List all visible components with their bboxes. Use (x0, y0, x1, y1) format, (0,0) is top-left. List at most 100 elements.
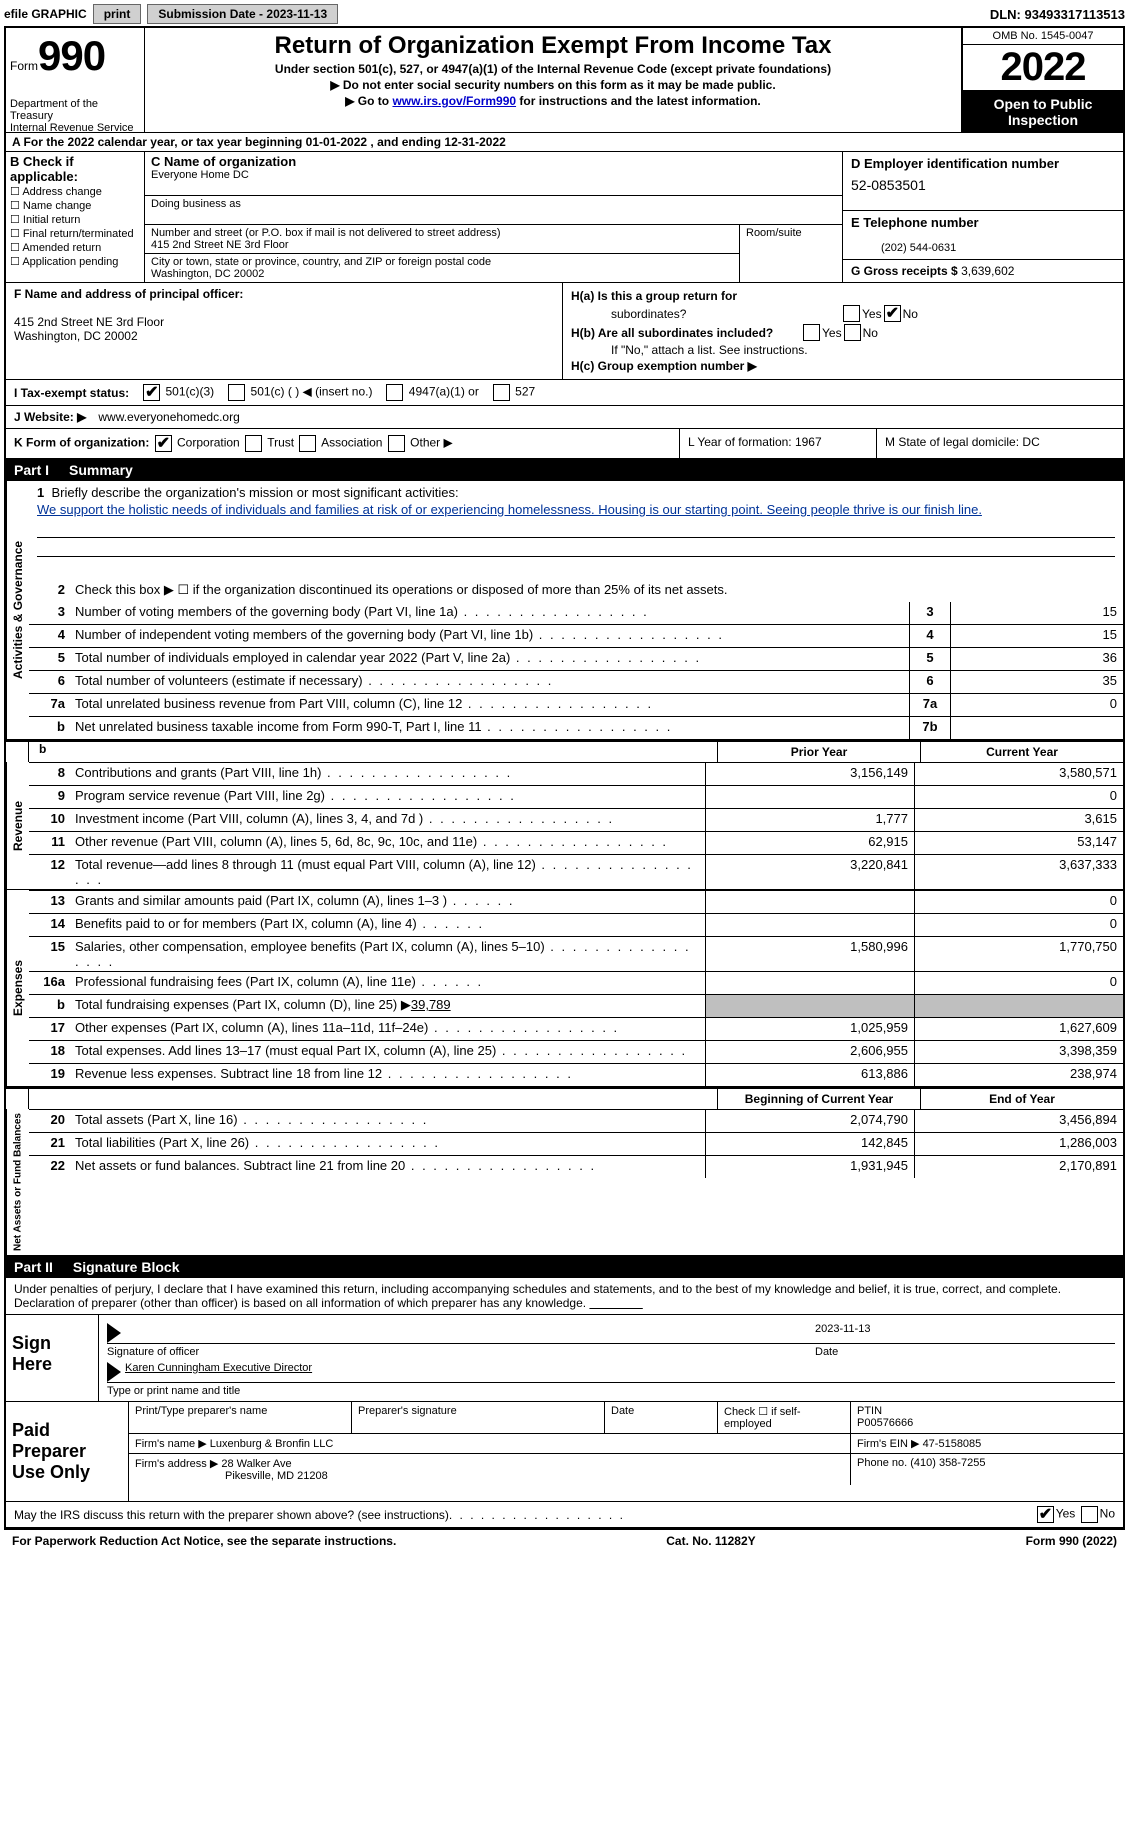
row-k-formorg: K Form of organization: Corporation Trus… (6, 429, 1123, 459)
col-b-checkboxes: B Check if applicable: ☐ Address change … (6, 152, 145, 282)
dln-label: DLN: 93493317113513 (990, 7, 1125, 22)
chk-amended[interactable]: ☐ Amended return (10, 241, 140, 254)
summary-line: 22Net assets or fund balances. Subtract … (29, 1155, 1123, 1178)
summary-line: 15Salaries, other compensation, employee… (29, 936, 1123, 971)
form-container: Form990 Department of the Treasury Inter… (4, 26, 1125, 1530)
chk-app-pending[interactable]: ☐ Application pending (10, 255, 140, 268)
chk-4947[interactable] (386, 384, 403, 401)
header-mid: Return of Organization Exempt From Incom… (145, 28, 961, 132)
summary-line: 9Program service revenue (Part VIII, lin… (29, 785, 1123, 808)
row-i-tax-status: I Tax-exempt status: 501(c)(3) 501(c) ( … (6, 380, 1123, 406)
col-f-officer: F Name and address of principal officer:… (6, 283, 563, 379)
irs-label: Internal Revenue Service (10, 122, 140, 134)
col-c-orginfo: C Name of organization Everyone Home DC … (145, 152, 843, 282)
col-d-right: D Employer identification number 52-0853… (843, 152, 1123, 282)
summary-line: 5Total number of individuals employed in… (29, 647, 1123, 670)
form-subtitle-3: ▶ Go to www.irs.gov/Form990 for instruct… (151, 94, 955, 108)
summary-line: 18Total expenses. Add lines 13–17 (must … (29, 1040, 1123, 1063)
tel-cell: E Telephone number (202) 544-0631 (843, 211, 1123, 260)
mission-block: 1 Briefly describe the organization's mi… (29, 481, 1123, 579)
city-cell: City or town, state or province, country… (145, 253, 740, 282)
section-f-h: F Name and address of principal officer:… (6, 283, 1123, 380)
vstrip-net: Net Assets or Fund Balances (6, 1109, 29, 1255)
vstrip-revenue: Revenue (6, 762, 29, 889)
open-inspection: Open to PublicInspection (963, 92, 1123, 132)
ha-no[interactable] (884, 305, 901, 322)
sign-arrow-icon (107, 1323, 121, 1343)
chk-name-change[interactable]: ☐ Name change (10, 199, 140, 212)
chk-assoc[interactable] (299, 435, 316, 452)
chk-corp[interactable] (155, 435, 172, 452)
part2-header: Part II Signature Block (6, 1256, 1123, 1278)
chk-final-return[interactable]: ☐ Final return/terminated (10, 227, 140, 240)
form-subtitle-1: Under section 501(c), 527, or 4947(a)(1)… (151, 62, 955, 76)
part1-governance: Activities & Governance 1 Briefly descri… (6, 481, 1123, 740)
summary-line: 8Contributions and grants (Part VIII, li… (29, 762, 1123, 785)
summary-line: 14Benefits paid to or for members (Part … (29, 913, 1123, 936)
col-h-group: H(a) Is this a group return for subordin… (563, 283, 1123, 379)
hb-yes[interactable] (803, 324, 820, 341)
summary-line: 11Other revenue (Part VIII, column (A), … (29, 831, 1123, 854)
summary-line: 6Total number of volunteers (estimate if… (29, 670, 1123, 693)
summary-line: 17Other expenses (Part IX, column (A), l… (29, 1017, 1123, 1040)
line-16b: b Total fundraising expenses (Part IX, c… (29, 994, 1123, 1017)
dba-cell: Doing business as (145, 196, 843, 225)
form-title: Return of Organization Exempt From Incom… (151, 32, 955, 60)
print-button[interactable]: print (93, 4, 142, 24)
sign-arrow-icon (107, 1362, 121, 1382)
dept-treasury: Department of the Treasury (10, 98, 140, 122)
page-footer: For Paperwork Reduction Act Notice, see … (4, 1530, 1125, 1552)
section-b-through-g: B Check if applicable: ☐ Address change … (6, 152, 1123, 283)
net-header: Beginning of Current Year End of Year (6, 1087, 1123, 1109)
chk-501c3[interactable] (143, 384, 160, 401)
vstrip-expenses: Expenses (6, 890, 29, 1086)
street-cell: Number and street (or P.O. box if mail i… (145, 225, 740, 253)
form-header: Form990 Department of the Treasury Inter… (6, 28, 1123, 133)
summary-line: 13Grants and similar amounts paid (Part … (29, 890, 1123, 913)
ha-yes[interactable] (843, 305, 860, 322)
tax-year: 2022 (963, 45, 1123, 92)
discuss-no[interactable] (1081, 1506, 1098, 1523)
paid-preparer: Paid Preparer Use Only Print/Type prepar… (6, 1402, 1123, 1502)
summary-line: 4Number of independent voting members of… (29, 624, 1123, 647)
efile-label: efile GRAPHIC (4, 7, 87, 21)
row-j-website: J Website: ▶ www.everyonehomedc.org (6, 406, 1123, 429)
address-row: Number and street (or P.O. box if mail i… (145, 225, 843, 282)
discuss-yes[interactable] (1037, 1506, 1054, 1523)
chk-501c[interactable] (228, 384, 245, 401)
summary-line: 12Total revenue—add lines 8 through 11 (… (29, 854, 1123, 889)
submission-date-button[interactable]: Submission Date - 2023-11-13 (147, 4, 338, 24)
org-name-cell: C Name of organization Everyone Home DC (145, 152, 843, 196)
header-right: OMB No. 1545-0047 2022 Open to PublicIns… (961, 28, 1123, 132)
summary-line: 19Revenue less expenses. Subtract line 1… (29, 1063, 1123, 1086)
hb-no[interactable] (844, 324, 861, 341)
mission-text: We support the holistic needs of individ… (37, 502, 1115, 517)
summary-line: 10Investment income (Part VIII, column (… (29, 808, 1123, 831)
form-subtitle-2: ▶ Do not enter social security numbers o… (151, 78, 955, 92)
omb-number: OMB No. 1545-0047 (963, 28, 1123, 45)
summary-line: 3Number of voting members of the governi… (29, 602, 1123, 624)
room-cell: Room/suite (740, 225, 843, 282)
prior-current-header: b Prior Year Current Year (6, 740, 1123, 762)
signature-declaration: Under penalties of perjury, I declare th… (6, 1278, 1123, 1315)
part1-expenses: Expenses 13Grants and similar amounts pa… (6, 890, 1123, 1087)
chk-other[interactable] (388, 435, 405, 452)
summary-line: 16aProfessional fundraising fees (Part I… (29, 971, 1123, 994)
gross-receipts-cell: G Gross receipts $ 3,639,602 (843, 260, 1123, 282)
chk-527[interactable] (493, 384, 510, 401)
chk-trust[interactable] (245, 435, 262, 452)
row-a-taxyear: A For the 2022 calendar year, or tax yea… (6, 133, 1123, 152)
summary-line: 7aTotal unrelated business revenue from … (29, 693, 1123, 716)
part1-netassets: Net Assets or Fund Balances 20Total asse… (6, 1109, 1123, 1256)
irs-link[interactable]: www.irs.gov/Form990 (392, 94, 516, 108)
chk-initial-return[interactable]: ☐ Initial return (10, 213, 140, 226)
part1-revenue: Revenue 8Contributions and grants (Part … (6, 762, 1123, 890)
header-left: Form990 Department of the Treasury Inter… (6, 28, 145, 132)
vstrip-governance: Activities & Governance (6, 481, 29, 739)
sign-here: Sign Here 2023-11-13 Signature of office… (6, 1315, 1123, 1402)
ein-cell: D Employer identification number 52-0853… (843, 152, 1123, 211)
summary-line: 21Total liabilities (Part X, line 26)142… (29, 1132, 1123, 1155)
top-toolbar: efile GRAPHIC print Submission Date - 20… (4, 4, 1125, 24)
chk-address-change[interactable]: ☐ Address change (10, 185, 140, 198)
summary-line: 20Total assets (Part X, line 16)2,074,79… (29, 1109, 1123, 1132)
